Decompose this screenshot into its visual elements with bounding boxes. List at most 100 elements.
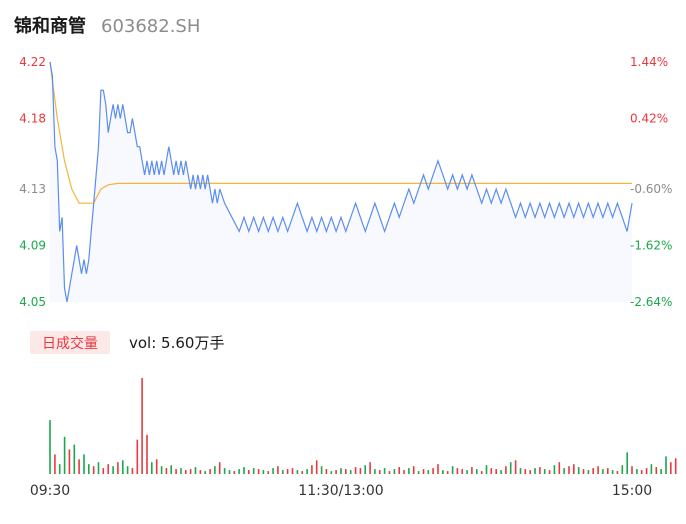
volume-bar [398,467,400,474]
price-line [49,61,633,303]
volume-bar [505,466,507,474]
volume-bar [388,471,391,474]
time-tick-label: 11:30/13:00 [298,483,383,499]
volume-bar [670,462,672,474]
volume-bar [122,460,124,474]
volume-bar [223,468,226,474]
volume-bar [379,470,381,474]
volume-bar [529,470,531,474]
volume-bar [209,469,211,474]
price-plot-area [49,61,633,303]
volume-bar [131,468,134,474]
volume-bar [631,466,633,474]
volume-bar [165,468,168,474]
volume-bar [199,470,202,474]
volume-bar [451,466,454,474]
volume-bar [272,468,274,474]
volume-bar [611,470,614,474]
volume-bar [476,469,478,474]
volume-bar [354,467,357,474]
volume-bar [461,469,463,474]
volume-bar [432,468,434,474]
price-area-fill [50,62,632,302]
volume-bar [602,469,604,474]
volume-bar [480,471,483,474]
volume-bar [83,454,85,474]
volume-bar [92,466,95,474]
volume-bar [592,468,594,474]
volume-bar [267,471,269,474]
price-axis: 4.22 4.18 4.13 4.09 4.05 [19,55,46,309]
price-tick-label: 4.09 [19,239,46,253]
volume-bar [349,470,352,474]
time-tick-label: 09:30 [30,483,70,499]
volume-bar [514,460,517,474]
volume-bar [141,378,143,474]
volume-bar [403,470,405,474]
volume-bar [374,469,376,474]
volume-bar [325,469,328,474]
price-tick-label: 4.05 [19,295,46,309]
volume-bar [534,468,536,474]
volume-bar [345,469,347,474]
volume-bar [665,456,667,474]
volume-bar [291,468,294,474]
volume-bar [500,470,502,474]
time-tick-label: 15:00 [612,483,652,499]
volume-bar [553,465,556,474]
volume-bar [296,470,299,474]
percent-axis: 1.44% 0.42% -0.60% -1.62% -2.64% [630,55,672,309]
volume-bar [286,469,289,474]
volume-bar [170,465,172,474]
volume-bar [587,470,590,474]
volume-bar [78,459,80,474]
volume-bar [640,470,643,474]
volume-bar [393,469,396,474]
volume-bar [58,464,61,474]
percent-tick-label: 0.42% [630,111,668,125]
volume-bar [88,464,90,474]
volume-bar [335,470,337,474]
volume-bar [543,469,546,474]
volume-bar [63,436,66,474]
volume-bar [621,465,624,474]
volume-bar [262,470,265,474]
volume-bar [655,467,658,474]
volume-bar [185,470,187,474]
volume-bar [160,466,163,474]
volume-bar [674,458,677,474]
volume-total: vol: 5.60万手 [129,334,224,352]
volume-bar [257,469,260,474]
volume-bar [509,462,512,474]
volume-bar [311,465,313,474]
volume-bar [214,466,216,474]
volume-bar [155,459,158,474]
stock-code: 603682.SH [101,16,200,37]
volume-bar [151,462,153,474]
volume-bar [466,470,468,474]
volume-bar [427,470,430,474]
volume-bar [408,468,410,474]
volume-bar [524,469,527,474]
volume-bar [548,470,551,474]
volume-bar [252,468,255,474]
volume-bar [180,468,182,474]
volume-bar [102,468,105,474]
volume-bar [117,462,119,474]
volume-bar [315,460,318,474]
volume-bar [490,468,493,474]
volume-bar [282,470,284,474]
volume-bar [68,449,71,474]
price-tick-label: 4.22 [19,55,46,69]
volume-bar [204,471,206,474]
volume-bar [573,464,575,474]
volume-bar [383,468,386,474]
volume-bar [238,469,240,474]
volume-bar [607,468,609,474]
volume-bar [558,462,561,474]
volume-bar [616,471,619,474]
volume-bar [417,471,420,474]
volume-bar [456,468,459,474]
